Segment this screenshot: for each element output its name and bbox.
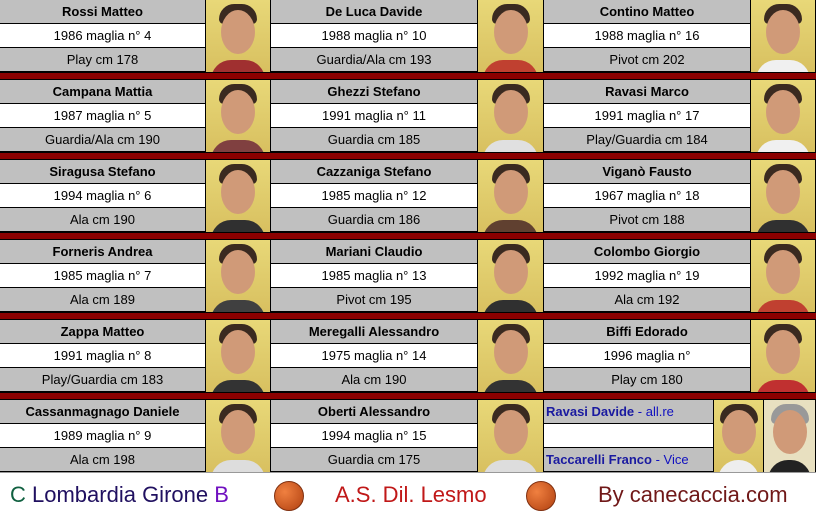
player-info: 1994 maglia n° 15: [271, 424, 478, 448]
staff-cell: Ravasi Davide - all.re: [544, 400, 714, 424]
player-info: 1991 maglia n° 8: [0, 344, 206, 368]
player-photo: [206, 80, 271, 152]
player-name: De Luca Davide: [271, 0, 478, 24]
player-role: Ala cm 189: [0, 288, 206, 312]
player-photo: [751, 240, 816, 312]
league-group: B: [214, 482, 229, 507]
player-name: Cazzaniga Stefano: [271, 160, 478, 184]
player-role: Pivot cm 188: [544, 208, 751, 232]
basketball-icon: [274, 481, 304, 511]
player-info: 1985 maglia n° 12: [271, 184, 478, 208]
player-photo: [206, 320, 271, 392]
player-role: Ala cm 198: [0, 448, 206, 472]
player-info: 1991 maglia n° 17: [544, 104, 751, 128]
player-info: 1975 maglia n° 14: [271, 344, 478, 368]
player-role: Pivot cm 202: [544, 48, 751, 72]
league-name: Lombardia Girone: [25, 482, 215, 507]
player-info: 1992 maglia n° 19: [544, 264, 751, 288]
player-role: Guardia cm 186: [271, 208, 478, 232]
player-photo: [206, 400, 271, 472]
player-info: 1988 maglia n° 16: [544, 24, 751, 48]
player-photo: [478, 320, 544, 392]
league-title: C Lombardia Girone B: [10, 482, 229, 508]
player-name: Biffi Edorado: [544, 320, 751, 344]
player-info: 1986 maglia n° 4: [0, 24, 206, 48]
player-photo: [751, 160, 816, 232]
row-separator: [0, 392, 816, 400]
player-photo: [478, 0, 544, 72]
player-name: Ravasi Marco: [544, 80, 751, 104]
basketball-icon: [526, 481, 556, 511]
row-separator: [0, 152, 816, 160]
player-photo: [206, 0, 271, 72]
row-separator: [0, 232, 816, 240]
player-photo: [751, 0, 816, 72]
player-name: Viganò Fausto: [544, 160, 751, 184]
player-name: Colombo Giorgio: [544, 240, 751, 264]
player-name: Meregalli Alessandro: [271, 320, 478, 344]
player-role: Guardia/Ala cm 193: [271, 48, 478, 72]
player-role: Play cm 180: [544, 368, 751, 392]
player-role: Guardia cm 185: [271, 128, 478, 152]
staff-cell: Taccarelli Franco - Vice: [544, 448, 714, 472]
player-photo: [751, 80, 816, 152]
player-role: Pivot cm 195: [271, 288, 478, 312]
staff-vice: Taccarelli Franco - Vice: [544, 448, 689, 471]
player-photo: [478, 80, 544, 152]
player-photo: [478, 400, 544, 472]
staff-role: - Vice: [651, 452, 689, 467]
player-role: Ala cm 192: [544, 288, 751, 312]
player-info: 1988 maglia n° 10: [271, 24, 478, 48]
row-separator: [0, 312, 816, 320]
player-role: Ala cm 190: [271, 368, 478, 392]
player-photo: [206, 160, 271, 232]
staff-name: Taccarelli Franco: [546, 452, 652, 467]
site-credit: By canecaccia.com: [598, 482, 788, 507]
player-role: Play/Guardia cm 184: [544, 128, 751, 152]
player-name: Ghezzi Stefano: [271, 80, 478, 104]
player-name: Campana Mattia: [0, 80, 206, 104]
club-name: A.S. Dil. Lesmo: [335, 482, 487, 507]
player-role: Guardia cm 175: [271, 448, 478, 472]
staff-photo: [714, 400, 764, 472]
player-role: Play cm 178: [0, 48, 206, 72]
player-info: 1991 maglia n° 11: [271, 104, 478, 128]
player-name: Zappa Matteo: [0, 320, 206, 344]
player-photo: [206, 240, 271, 312]
player-photo: [751, 320, 816, 392]
player-info: 1996 maglia n°: [544, 344, 751, 368]
player-info: 1989 maglia n° 9: [0, 424, 206, 448]
player-photo: [478, 240, 544, 312]
player-name: Oberti Alessandro: [271, 400, 478, 424]
player-name: Siragusa Stefano: [0, 160, 206, 184]
player-info: 1985 maglia n° 13: [271, 264, 478, 288]
player-role: Play/Guardia cm 183: [0, 368, 206, 392]
staff-empty-cell: [544, 424, 714, 448]
player-name: Rossi Matteo: [0, 0, 206, 24]
player-info: 1985 maglia n° 7: [0, 264, 206, 288]
player-role: Guardia/Ala cm 190: [0, 128, 206, 152]
footer: C Lombardia Girone B A.S. Dil. Lesmo By …: [0, 472, 816, 512]
player-info: 1994 maglia n° 6: [0, 184, 206, 208]
player-photo: [478, 160, 544, 232]
player-info: 1967 maglia n° 18: [544, 184, 751, 208]
staff-role: - all.re: [634, 404, 674, 419]
player-name: Forneris Andrea: [0, 240, 206, 264]
player-role: Ala cm 190: [0, 208, 206, 232]
player-name: Cassanmagnago Daniele: [0, 400, 206, 424]
row-separator: [0, 72, 816, 80]
staff-photo: [764, 400, 816, 472]
player-name: Contino Matteo: [544, 0, 751, 24]
league-letter: C: [10, 482, 26, 507]
player-name: Mariani Claudio: [271, 240, 478, 264]
player-info: 1987 maglia n° 5: [0, 104, 206, 128]
staff-assistant: Ravasi Davide - all.re: [544, 400, 674, 423]
staff-name: Ravasi Davide: [546, 404, 635, 419]
